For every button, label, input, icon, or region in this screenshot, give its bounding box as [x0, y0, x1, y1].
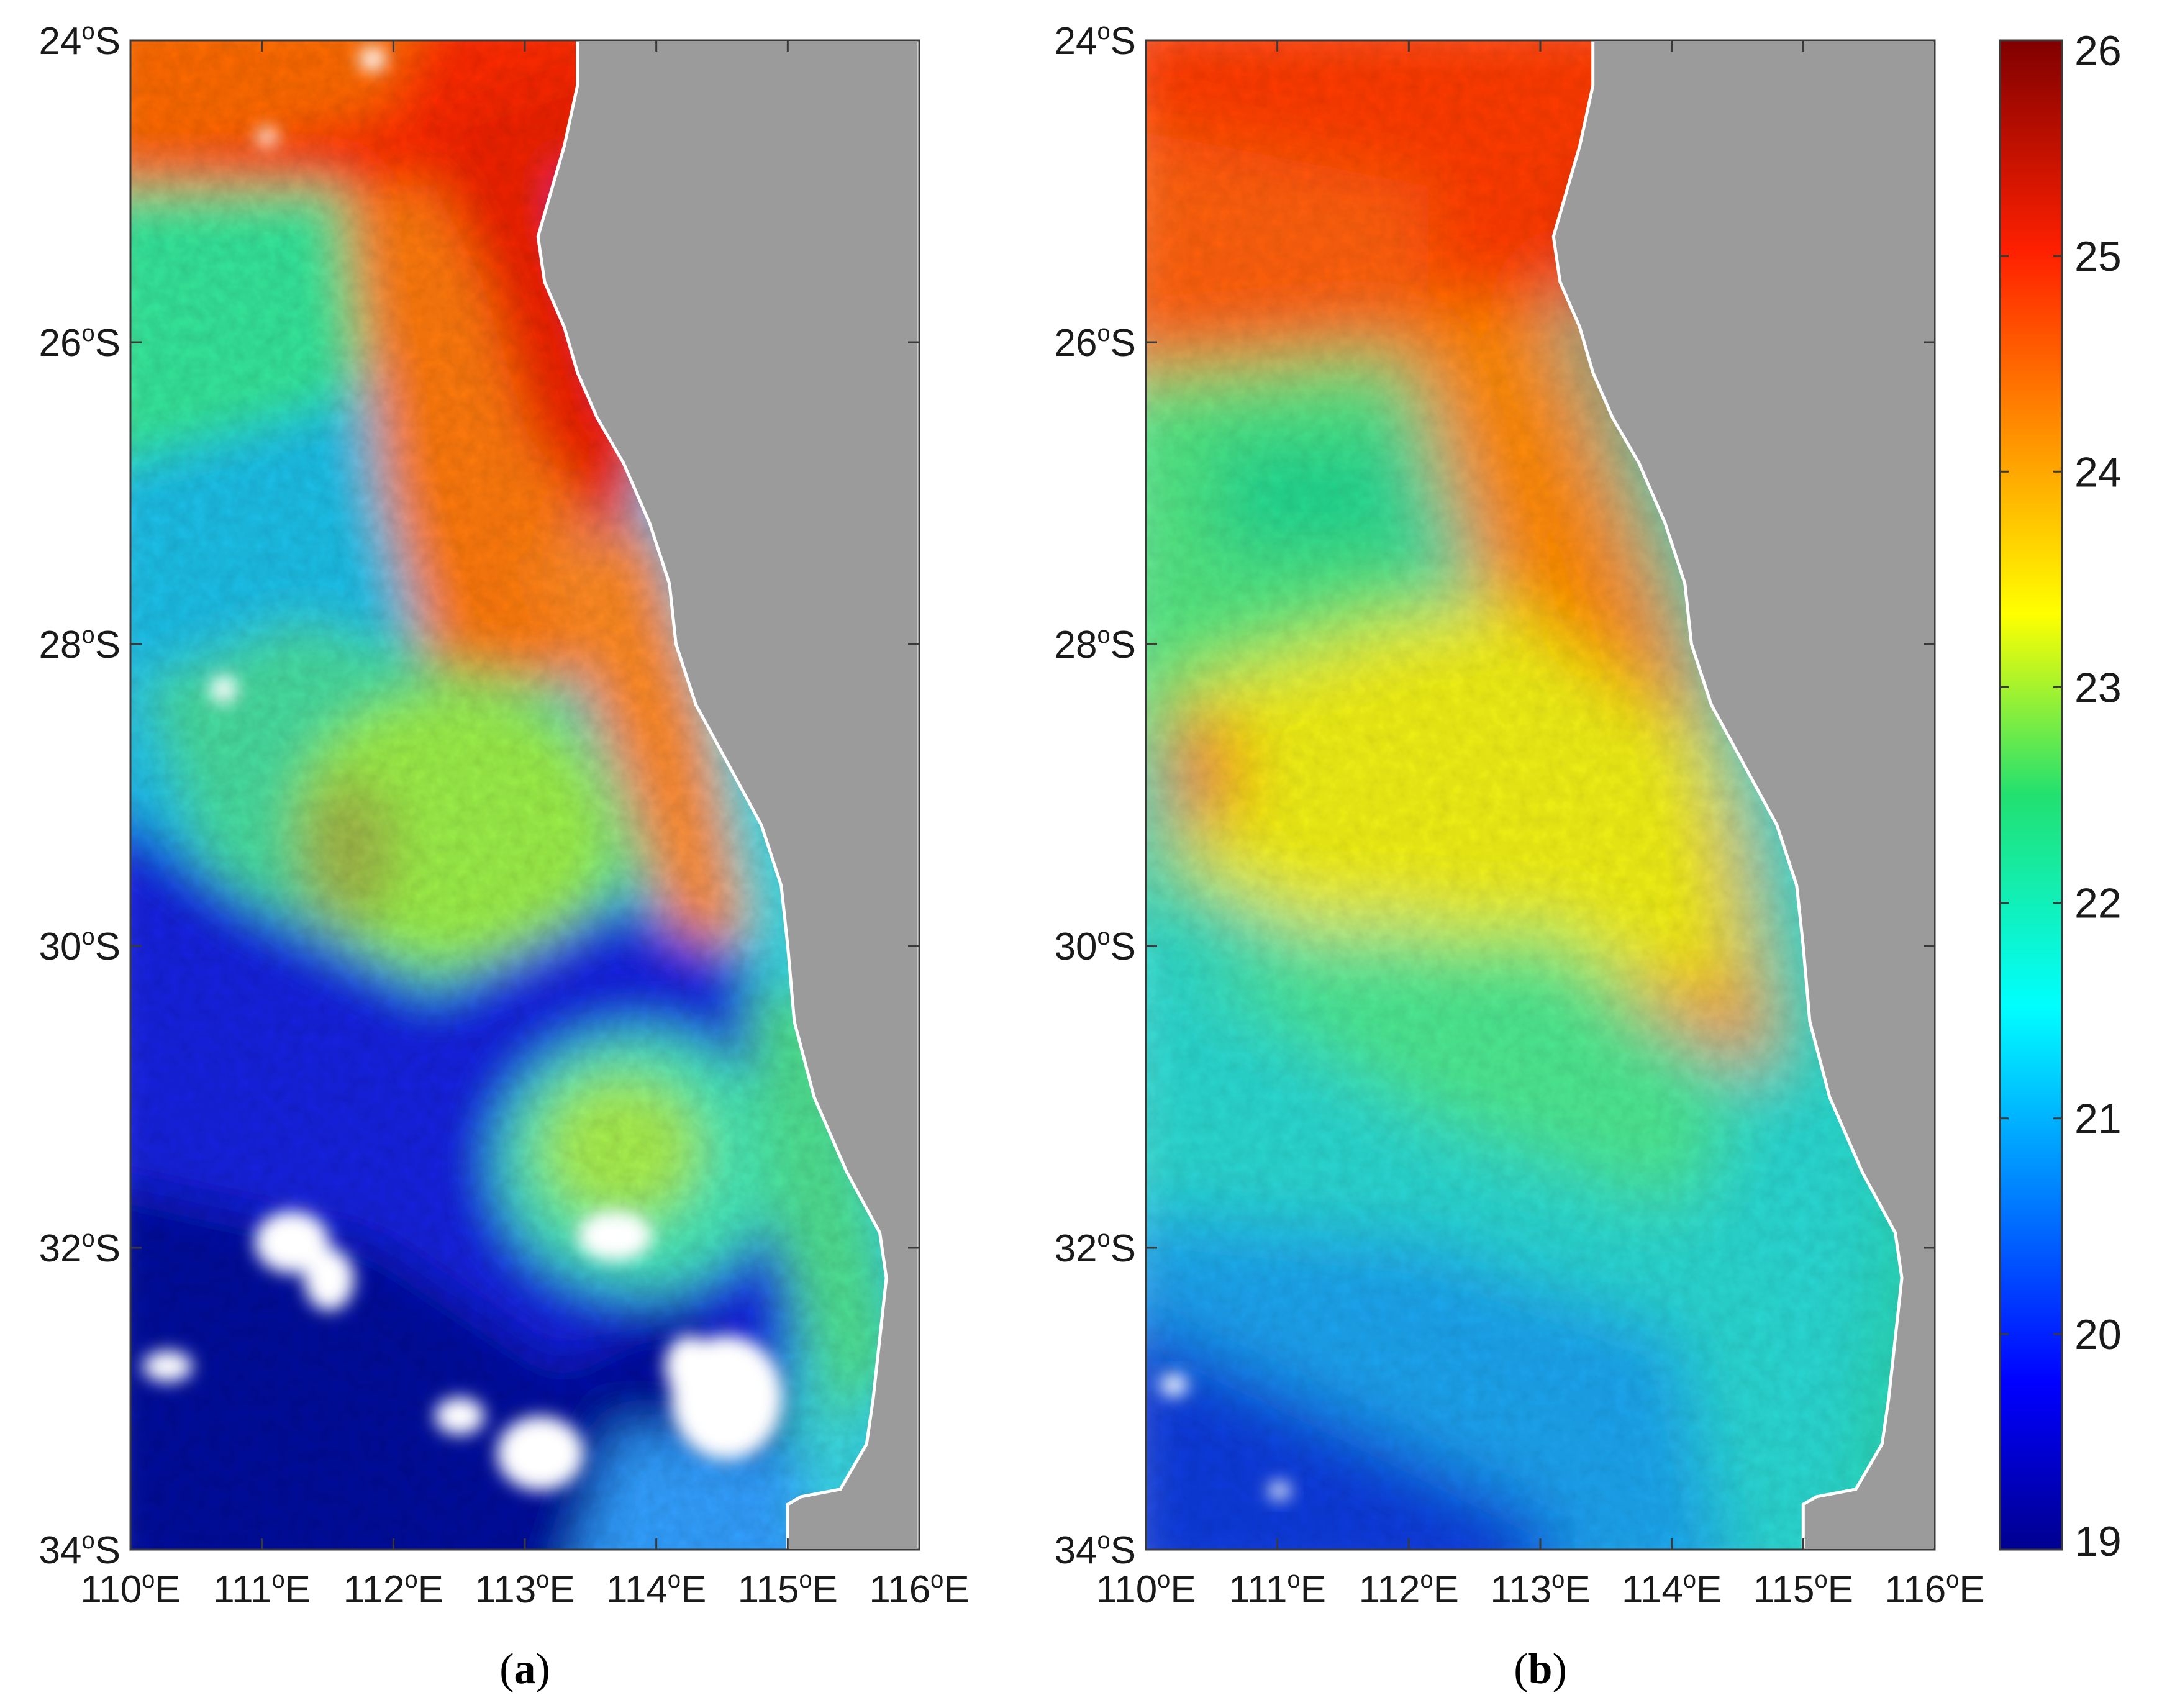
- panel-b-y-tick-label: 26oS: [1055, 320, 1136, 365]
- panel-b-x-tick-label: 115oE: [1753, 1567, 1853, 1611]
- panel-a-caption-letter: a: [514, 1645, 536, 1693]
- panel-a-y-tick-label: 24oS: [39, 19, 120, 63]
- panel-a-caption: (a): [499, 1645, 550, 1693]
- colorbar-tick-label: 22: [2074, 880, 2122, 927]
- colorbar-ticks: 19 20 21 22 23 24 25 26: [2000, 27, 2122, 1565]
- colorbar-tick-label: 25: [2074, 233, 2122, 280]
- panel-b-sst-field: [1146, 40, 1935, 1550]
- panel-a-y-tick-label: 26oS: [39, 320, 120, 365]
- panel-a-x-tick-label: 115oE: [738, 1567, 838, 1611]
- panel-b-cloud-mask: [1160, 1374, 1291, 1499]
- panel-b-caption-letter: b: [1528, 1645, 1553, 1693]
- panel-a-land: [536, 40, 919, 1550]
- panel-a-y-tick-label: 30oS: [39, 924, 120, 968]
- panel-a-x-tick-label: 113oE: [475, 1567, 575, 1611]
- panel-b-x-tick-label: 113oE: [1490, 1567, 1590, 1611]
- colorbar-tick-label: 21: [2074, 1096, 2122, 1143]
- panel-b-x-tick-label: 116oE: [1884, 1567, 1984, 1611]
- panel-a-cloud-mask: [143, 47, 783, 1491]
- panel-b-caption: (b): [1514, 1645, 1567, 1693]
- colorbar-tick-label: 26: [2074, 27, 2122, 75]
- panel-b-y-tick-label: 30oS: [1055, 924, 1136, 968]
- panel-b-x-tick-label: 110oE: [1096, 1567, 1196, 1611]
- panel-a-x-tick-label: 114oE: [606, 1567, 706, 1611]
- panel-a-x-tick-label: 116oE: [869, 1567, 969, 1611]
- panel-b-x-tick-label: 114oE: [1622, 1567, 1722, 1611]
- colorbar-tick-label: 24: [2074, 448, 2122, 496]
- colorbar-gradient: [1999, 39, 2063, 1551]
- panel-a-sst-field: [130, 40, 919, 1550]
- panel-b-y-tick-label: 28oS: [1055, 622, 1136, 666]
- panel-a-y-tick-label: 32oS: [39, 1226, 120, 1270]
- colorbar-tick-label: 20: [2074, 1311, 2122, 1358]
- panel-b-land: [1551, 40, 1935, 1550]
- panel-b-x-tick-label: 112oE: [1359, 1567, 1459, 1611]
- colorbar: 19 20 21 22 23 24 25 26: [1999, 27, 2122, 1565]
- panel-a-y-tick-label: 34oS: [39, 1528, 120, 1572]
- panel-a-y-tick-label: 28oS: [39, 622, 120, 666]
- axis-ticks: 110oE 111oE 112oE 113oE 114oE 115oE 116oE 24oS 2…: [39, 19, 1985, 1611]
- panel-a-x-tick-label: 111oE: [213, 1567, 311, 1611]
- panel-a-map: [129, 39, 920, 1551]
- panel-b-map: [1145, 39, 1936, 1551]
- panel-b-y-tick-label: 34oS: [1055, 1528, 1136, 1572]
- panel-b-y-tick-label: 32oS: [1055, 1226, 1136, 1270]
- panel-a-x-tick-label: 112oE: [343, 1567, 443, 1611]
- panel-b-y-tick-label: 24oS: [1055, 19, 1136, 63]
- colorbar-tick-label: 19: [2074, 1518, 2122, 1565]
- panel-a-x-tick-label: 110oE: [80, 1567, 180, 1611]
- colorbar-tick-label: 23: [2074, 664, 2122, 711]
- panel-b-x-tick-label: 111oE: [1229, 1567, 1326, 1611]
